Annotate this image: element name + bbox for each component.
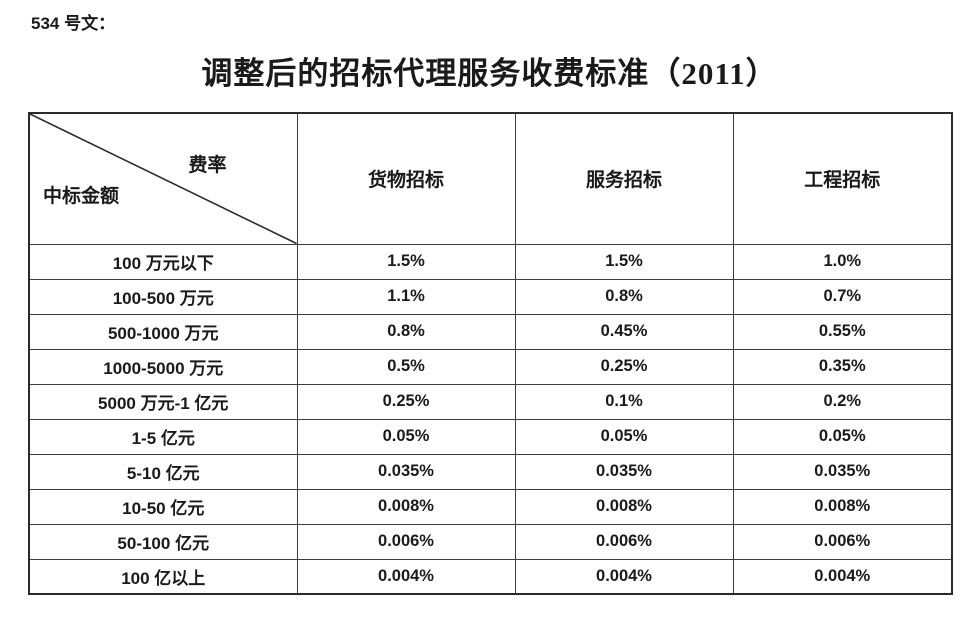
table-row: 1-5 亿元 0.05% 0.05% 0.05%: [28, 418, 953, 455]
column-header-services: 服务招标: [514, 112, 734, 245]
rate-cell: 0.035%: [732, 453, 953, 490]
rate-cell: 0.45%: [514, 313, 734, 350]
table-row: 5-10 亿元 0.035% 0.035% 0.035%: [28, 453, 953, 490]
table-row: 5000 万元-1 亿元 0.25% 0.1% 0.2%: [28, 383, 953, 420]
rate-cell: 0.004%: [514, 558, 734, 595]
table-row: 100 万元以下 1.5% 1.5% 1.0%: [28, 243, 953, 280]
amount-cell: 5-10 亿元: [28, 453, 298, 490]
rate-cell: 0.7%: [732, 278, 953, 315]
rate-cell: 0.5%: [296, 348, 516, 385]
rate-cell: 0.25%: [514, 348, 734, 385]
table-row: 100 亿以上 0.004% 0.004% 0.004%: [28, 558, 953, 595]
amount-cell: 1000-5000 万元: [28, 348, 298, 385]
rate-cell: 0.006%: [296, 523, 516, 560]
table-row: 1000-5000 万元 0.5% 0.25% 0.35%: [28, 348, 953, 385]
rate-cell: 0.035%: [514, 453, 734, 490]
rate-cell: 0.2%: [732, 383, 953, 420]
rate-cell: 1.5%: [514, 243, 734, 280]
amount-cell: 100 亿以上: [28, 558, 298, 595]
rate-cell: 0.05%: [296, 418, 516, 455]
table-row: 10-50 亿元 0.008% 0.008% 0.008%: [28, 488, 953, 525]
corner-amount-label: 中标金额: [43, 185, 120, 207]
amount-cell: 500-1000 万元: [28, 313, 298, 350]
rate-cell: 0.035%: [296, 453, 516, 490]
rate-cell: 0.8%: [514, 278, 734, 315]
rate-cell: 0.05%: [732, 418, 953, 455]
table-row: 500-1000 万元 0.8% 0.45% 0.55%: [28, 313, 953, 350]
amount-cell: 50-100 亿元: [28, 523, 298, 560]
rate-cell: 0.35%: [732, 348, 953, 385]
document-ref-label: 534 号文：: [31, 14, 116, 33]
rate-cell: 1.1%: [296, 278, 516, 315]
page-title: 调整后的招标代理服务收费标准（2011）: [201, 56, 778, 91]
table-row: 100-500 万元 1.1% 0.8% 0.7%: [28, 278, 953, 315]
amount-cell: 10-50 亿元: [28, 488, 298, 525]
table-row: 50-100 亿元 0.006% 0.006% 0.006%: [28, 523, 953, 560]
rate-cell: 0.008%: [514, 488, 734, 525]
rate-cell: 0.006%: [732, 523, 953, 560]
rate-cell: 0.004%: [732, 558, 953, 595]
header-row: 费率 中标金额 货物招标 服务招标 工程招标: [28, 112, 953, 245]
rate-cell: 0.004%: [296, 558, 516, 595]
amount-cell: 5000 万元-1 亿元: [28, 383, 298, 420]
rate-cell: 1.0%: [732, 243, 953, 280]
rate-cell: 1.5%: [296, 243, 516, 280]
corner-rate-label: 费率: [188, 155, 227, 176]
column-header-goods: 货物招标: [296, 112, 516, 245]
rate-cell: 0.1%: [514, 383, 734, 420]
amount-cell: 100-500 万元: [28, 278, 298, 315]
rate-cell: 0.8%: [296, 313, 516, 350]
rate-cell: 0.55%: [732, 313, 953, 350]
corner-header-cell: 费率 中标金额: [28, 112, 298, 245]
rate-cell: 0.006%: [514, 523, 734, 560]
amount-cell: 1-5 亿元: [28, 418, 298, 455]
column-header-engineering: 工程招标: [732, 112, 953, 245]
rate-cell: 0.05%: [514, 418, 734, 455]
rate-cell: 0.25%: [296, 383, 516, 420]
rate-cell: 0.008%: [732, 488, 953, 525]
amount-cell: 100 万元以下: [28, 243, 298, 280]
diagonal-divider: [30, 114, 297, 244]
fee-rate-table: 费率 中标金额 货物招标 服务招标 工程招标 100 万元以下 1.5% 1.5…: [28, 112, 953, 595]
rate-cell: 0.008%: [296, 488, 516, 525]
